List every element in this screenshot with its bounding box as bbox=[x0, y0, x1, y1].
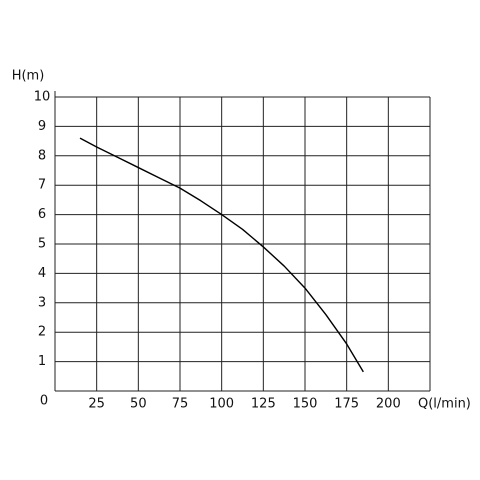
x-tick-label: 25 bbox=[88, 397, 105, 412]
x-tick-label: 175 bbox=[334, 397, 359, 412]
y-tick-label: 3 bbox=[38, 295, 46, 310]
y-tick-label: 2 bbox=[38, 325, 46, 340]
x-tick-label: 150 bbox=[293, 397, 318, 412]
x-tick-label: 50 bbox=[130, 397, 147, 412]
y-tick-label: 5 bbox=[38, 237, 46, 252]
y-tick-label: 1 bbox=[38, 354, 46, 369]
y-tick-label: 0 bbox=[40, 394, 48, 409]
y-tick-label: 9 bbox=[38, 119, 46, 134]
y-tick-label: 7 bbox=[38, 178, 46, 193]
x-tick-label: 125 bbox=[251, 397, 276, 412]
y-axis-label: H(m) bbox=[12, 69, 45, 84]
y-tick-label: 10 bbox=[34, 90, 51, 105]
x-tick-label: 200 bbox=[376, 397, 401, 412]
y-tick-label: 4 bbox=[38, 266, 46, 281]
y-tick-label: 8 bbox=[38, 148, 46, 163]
x-tick-label: 75 bbox=[172, 397, 189, 412]
curve bbox=[79, 137, 364, 373]
y-tick-label: 6 bbox=[38, 207, 46, 222]
x-tick-label: 100 bbox=[209, 397, 234, 412]
x-axis-label: Q(l/min) bbox=[418, 397, 471, 412]
